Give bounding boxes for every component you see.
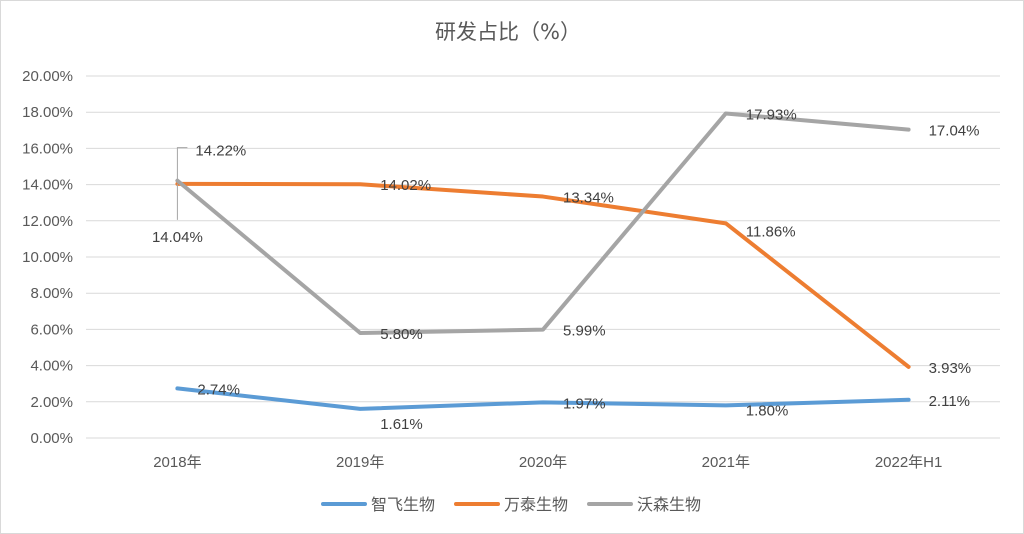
data-label: 2.74% xyxy=(197,381,240,398)
y-tick-label: 12.00% xyxy=(22,213,73,230)
data-label: 1.61% xyxy=(380,416,423,433)
y-axis-ticks: 0.00% 2.00% 4.00% 6.00% 8.00% 10.00% 12.00% 14.… xyxy=(22,68,73,447)
y-tick-label: 0.00% xyxy=(30,430,73,447)
data-label: 11.86% xyxy=(746,223,796,240)
legend: 智飞生物 万泰生物 沃森生物 xyxy=(321,495,701,514)
data-label: 17.93% xyxy=(746,106,797,123)
chart-title: 研发占比（%） xyxy=(435,20,581,44)
legend-item: 智飞生物 xyxy=(321,495,435,514)
legend-item: 万泰生物 xyxy=(454,495,568,514)
leader-line xyxy=(176,147,188,181)
x-tick-label: 2019年 xyxy=(336,454,384,471)
data-label: 5.80% xyxy=(380,326,423,343)
data-label: 13.34% xyxy=(563,190,614,207)
y-tick-label: 16.00% xyxy=(22,140,73,157)
data-label: 2.11% xyxy=(929,393,970,410)
y-tick-label: 20.00% xyxy=(22,68,73,85)
y-tick-label: 10.00% xyxy=(22,249,73,266)
y-tick-label: 2.00% xyxy=(30,394,73,411)
data-labels: 2.74% 1.61% 1.97% 1.80% 2.11% 14.04% 14.02% 13.… xyxy=(152,106,980,432)
leader-lines xyxy=(176,147,188,220)
data-label: 17.04% xyxy=(929,123,980,140)
y-tick-label: 18.00% xyxy=(22,104,73,121)
legend-label: 智飞生物 xyxy=(371,495,435,514)
gridlines xyxy=(86,75,1000,439)
x-tick-label: 2021年 xyxy=(702,454,750,471)
x-axis-ticks: 2018年 2019年 2020年 2021年 2022年H1 xyxy=(153,454,942,471)
data-label: 14.02% xyxy=(380,177,431,194)
series-line-2 xyxy=(175,181,911,369)
data-label: 1.80% xyxy=(746,402,789,419)
x-tick-label: 2020年 xyxy=(519,454,567,471)
y-tick-label: 8.00% xyxy=(30,285,73,302)
data-label: 1.97% xyxy=(563,395,606,412)
data-label: 14.22% xyxy=(195,143,246,160)
y-tick-label: 6.00% xyxy=(30,321,73,338)
data-label: 14.04% xyxy=(152,229,203,246)
series-line-3 xyxy=(175,111,911,336)
data-label: 5.99% xyxy=(563,323,606,340)
legend-item: 沃森生物 xyxy=(587,495,701,514)
y-tick-label: 4.00% xyxy=(30,358,73,375)
x-tick-label: 2022年H1 xyxy=(875,454,943,471)
series-lines xyxy=(175,111,911,411)
series-line-1 xyxy=(175,386,911,411)
legend-label: 万泰生物 xyxy=(504,495,568,514)
x-tick-label: 2018年 xyxy=(153,454,201,471)
legend-label: 沃森生物 xyxy=(637,495,701,514)
y-tick-label: 14.00% xyxy=(22,177,73,194)
data-label: 3.93% xyxy=(929,360,972,377)
